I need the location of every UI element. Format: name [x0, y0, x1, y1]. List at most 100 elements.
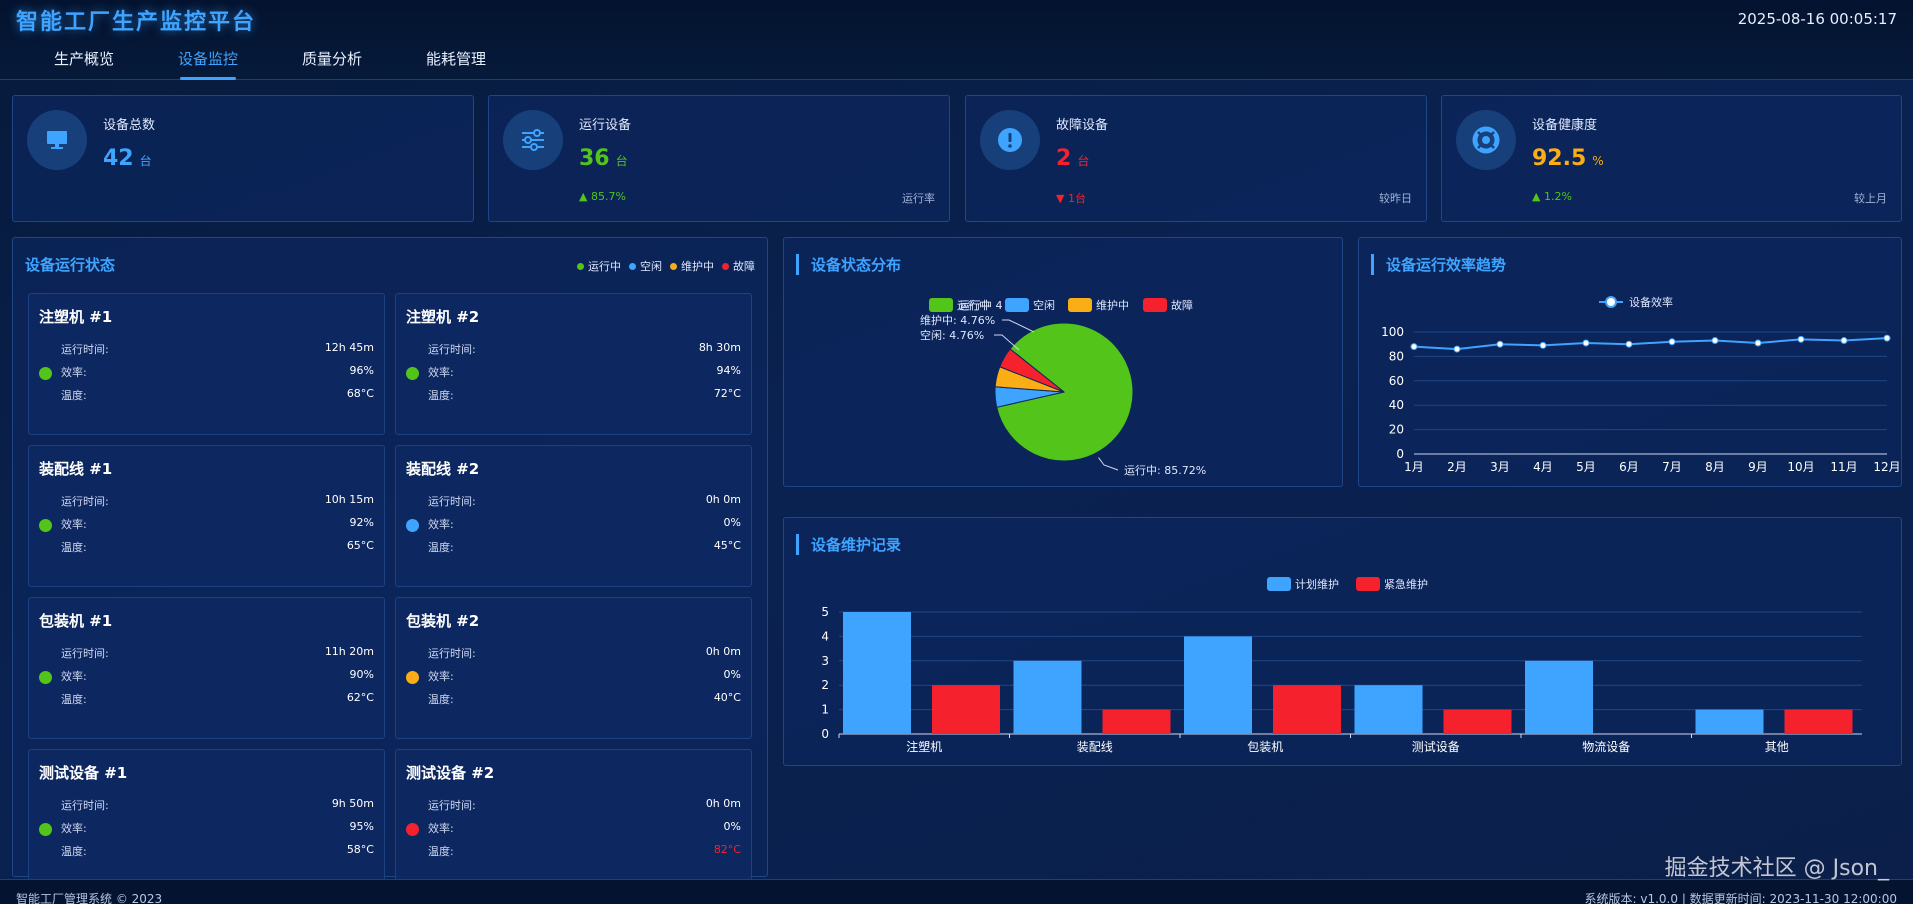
kpi-number: 92.5 — [1532, 146, 1587, 171]
field-value: 0h 0m — [705, 797, 741, 810]
efficiency-row: 效率: 96% — [61, 364, 374, 380]
x-tick-label: 6月 — [1619, 460, 1639, 474]
field-label: 运行时间: — [428, 647, 476, 660]
bar[interactable] — [1273, 685, 1341, 734]
leader-line — [1098, 457, 1119, 471]
panel-title: 设备运行效率趋势 — [1371, 254, 1506, 275]
field-label: 效率: — [428, 366, 454, 379]
status-dot-icon — [406, 823, 419, 836]
field-value: 65°C — [346, 539, 374, 552]
status-legend: 运行中 空闲 维护中 故障 — [577, 258, 755, 274]
field-value: 10h 15m — [324, 493, 374, 506]
temperature-row: 温度: 72°C — [428, 387, 741, 403]
bar[interactable] — [1184, 636, 1252, 734]
data-point[interactable] — [1539, 341, 1547, 349]
device-card[interactable]: 包装机 #1 运行时间: 11h 20m 效率: 90% 温度: 62°C — [28, 597, 385, 739]
temperature-row: 温度: 58°C — [61, 843, 374, 859]
device-card[interactable]: 测试设备 #1 运行时间: 9h 50m 效率: 95% 温度: 58°C — [28, 749, 385, 891]
field-label: 运行时间: — [61, 799, 109, 812]
sliders-icon — [503, 110, 563, 170]
bar[interactable] — [1013, 660, 1082, 734]
pie-legend-item[interactable]: 运行中 — [929, 298, 990, 312]
status-dot-icon — [39, 519, 52, 532]
data-point[interactable] — [1883, 334, 1891, 342]
runtime-row: 运行时间: 10h 15m — [61, 493, 374, 509]
bar[interactable] — [1102, 709, 1171, 734]
pie-chart: 运行中 空闲 维护中 故障 运行中 4 运行中: 85.72% 空闲: 4.76%维护中: … — [920, 298, 1206, 477]
tab-energy-management[interactable]: 能耗管理 — [425, 50, 486, 68]
field-value: 0% — [723, 668, 741, 681]
field-value: 96% — [349, 364, 374, 377]
bar-legend-item[interactable]: 紧急维护 — [1356, 577, 1428, 591]
tab-production-overview[interactable]: 生产概览 — [53, 50, 114, 68]
bar[interactable] — [1443, 709, 1512, 734]
bar[interactable] — [932, 685, 1000, 734]
data-point[interactable] — [1410, 343, 1418, 351]
pie-slice-label: 运行中: 85.72% — [1124, 464, 1206, 477]
pie-legend-item[interactable]: 空闲 — [1005, 298, 1055, 312]
kpi-label: 设备健康度 — [1532, 118, 1598, 133]
overlap-label: 运行中 4 — [959, 299, 1003, 312]
device-card[interactable]: 测试设备 #2 运行时间: 0h 0m 效率: 0% 温度: 82°C — [395, 749, 752, 891]
field-value: 0% — [723, 516, 741, 529]
data-point[interactable] — [1582, 339, 1590, 347]
data-point[interactable] — [1840, 337, 1848, 345]
temperature-row: 温度: 65°C — [61, 539, 374, 555]
bar[interactable] — [1695, 709, 1764, 734]
field-label: 运行时间: — [428, 495, 476, 508]
x-tick-label: 物流设备 — [1582, 740, 1630, 754]
kpi-number: 2 — [1056, 146, 1072, 171]
x-tick-label: 装配线 — [1077, 740, 1113, 754]
bar[interactable] — [843, 612, 911, 734]
bar-chart: 计划维护 紧急维护 0 1 2 3 4 5 注塑机 装配线 包装机 测试设备 物流设备 其他 — [821, 577, 1862, 754]
bar[interactable] — [1354, 685, 1423, 734]
y-tick-label: 60 — [1389, 374, 1404, 388]
data-point[interactable] — [1496, 340, 1504, 348]
pie-slice-label: 空闲: 4.76% — [920, 328, 984, 342]
field-value: 11h 20m — [324, 645, 374, 658]
field-label: 运行时间: — [428, 343, 476, 356]
data-point[interactable] — [1797, 335, 1805, 343]
y-tick-label: 0 — [821, 727, 829, 741]
field-value: 45°C — [713, 539, 741, 552]
tab-device-monitor[interactable]: 设备监控 — [146, 46, 270, 80]
pie-slice[interactable] — [999, 348, 1065, 393]
field-label: 温度: — [61, 541, 87, 554]
data-point[interactable] — [1453, 345, 1461, 353]
field-label: 运行时间: — [61, 495, 109, 508]
device-card[interactable]: 装配线 #1 运行时间: 10h 15m 效率: 92% 温度: 65°C — [28, 445, 385, 587]
device-name: 注塑机 #2 — [406, 308, 480, 326]
device-name: 包装机 #1 — [39, 612, 113, 630]
field-label: 效率: — [428, 518, 454, 531]
status-dot-icon — [406, 671, 419, 684]
data-point[interactable] — [1668, 338, 1676, 346]
field-label: 运行时间: — [428, 799, 476, 812]
efficiency-row: 效率: 0% — [428, 820, 741, 836]
field-value: 62°C — [346, 691, 374, 704]
legend-swatch — [929, 298, 953, 312]
field-value: 9h 50m — [331, 797, 374, 810]
field-label: 温度: — [428, 845, 454, 858]
data-point[interactable] — [1711, 337, 1719, 345]
pie-slice[interactable] — [996, 322, 1134, 462]
status-dot-icon — [39, 671, 52, 684]
pie-legend-item[interactable]: 维护中 — [1068, 298, 1129, 312]
pie-legend-item[interactable]: 故障 — [1143, 298, 1193, 312]
device-card[interactable]: 包装机 #2 运行时间: 0h 0m 效率: 0% 温度: 40°C — [395, 597, 752, 739]
efficiency-row: 效率: 94% — [428, 364, 741, 380]
device-card[interactable]: 注塑机 #1 运行时间: 12h 45m 效率: 96% 温度: 68°C — [28, 293, 385, 435]
line-legend-item[interactable]: 设备效率 — [1599, 295, 1673, 309]
field-value: 92% — [349, 516, 374, 529]
efficiency-row: 效率: 92% — [61, 516, 374, 532]
x-tick-label: 7月 — [1662, 460, 1682, 474]
bar[interactable] — [1784, 709, 1853, 734]
bar-legend-item[interactable]: 计划维护 — [1267, 577, 1339, 591]
kpi-number: 36 — [579, 146, 610, 171]
data-point[interactable] — [1754, 339, 1762, 347]
device-card[interactable]: 装配线 #2 运行时间: 0h 0m 效率: 0% 温度: 45°C — [395, 445, 752, 587]
device-card[interactable]: 注塑机 #2 运行时间: 8h 30m 效率: 94% 温度: 72°C — [395, 293, 752, 435]
bar[interactable] — [1525, 660, 1593, 734]
data-point[interactable] — [1625, 340, 1633, 348]
tab-quality-analysis[interactable]: 质量分析 — [301, 50, 362, 68]
field-value: 72°C — [713, 387, 741, 400]
